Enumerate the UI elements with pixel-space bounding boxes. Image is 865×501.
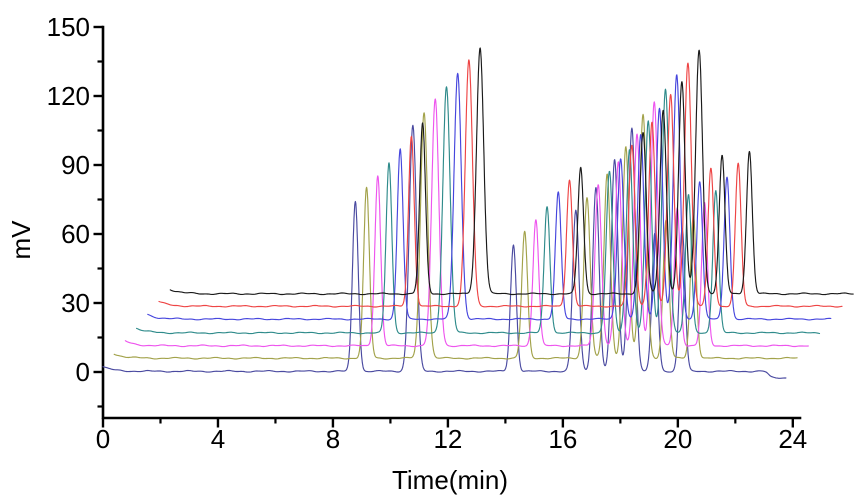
trace-black: [169, 47, 854, 296]
trace-blue: [147, 72, 832, 321]
x-tick-label: 24: [778, 424, 807, 454]
x-axis-title: Time(min): [392, 465, 508, 495]
x-tick-label: 0: [96, 424, 110, 454]
x-tick-label: 20: [663, 424, 692, 454]
y-tick-label: 30: [61, 288, 90, 318]
axes: [93, 25, 802, 428]
traces: [102, 47, 854, 379]
tick-labels: 0 4 8 12 16 20 24 0 30 60 90 120 150: [47, 12, 808, 454]
y-axis-title: mV: [6, 220, 36, 260]
x-tick-label: 16: [548, 424, 577, 454]
trace-dark-yellow: [113, 112, 798, 360]
trace-dark-cyan: [136, 86, 821, 335]
trace-red: [158, 59, 843, 308]
x-tick-label: 4: [211, 424, 225, 454]
y-tick-label: 0: [76, 357, 90, 387]
x-tick-label: 12: [433, 424, 462, 454]
y-tick-label: 120: [47, 81, 90, 111]
trace-navy: [102, 124, 787, 379]
y-tick-label: 60: [61, 219, 90, 249]
trace-magenta: [124, 98, 809, 348]
y-tick-label: 90: [61, 150, 90, 180]
y-tick-label: 150: [47, 12, 90, 42]
x-tick-label: 8: [326, 424, 340, 454]
